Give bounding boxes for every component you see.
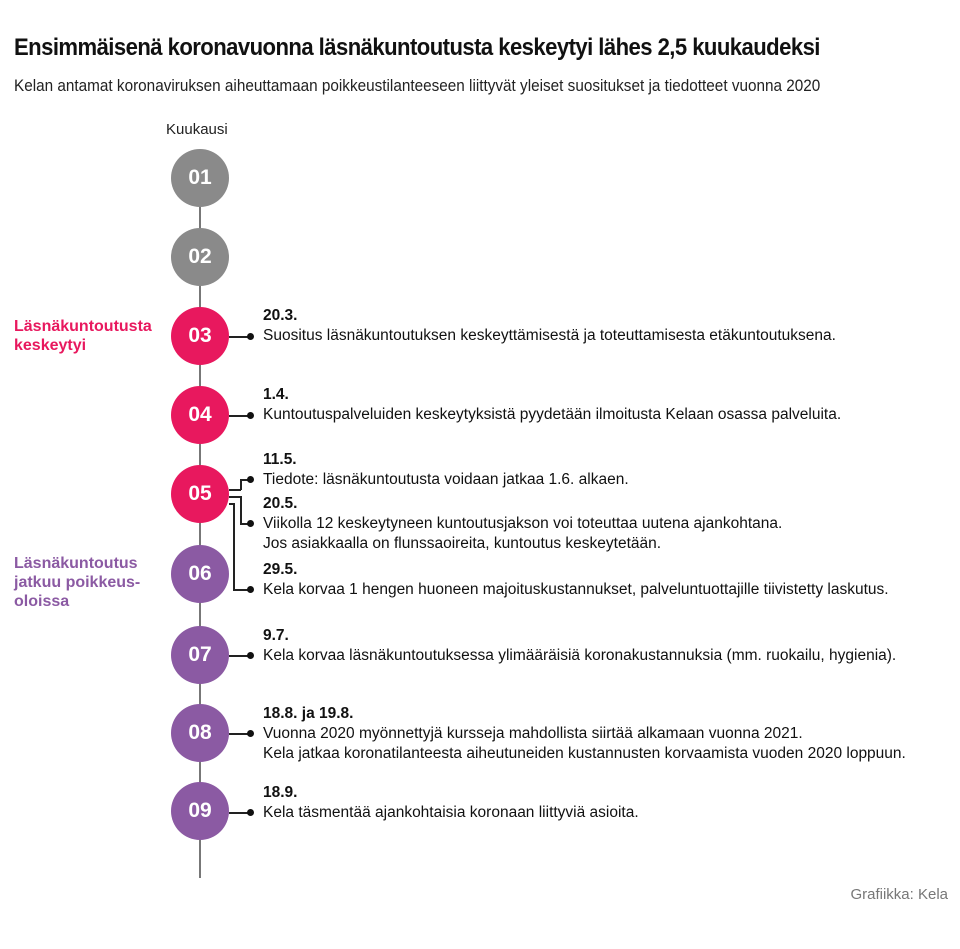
month-circle-05: 05 bbox=[171, 465, 229, 523]
event-text: Kela korvaa läsnäkuntoutuksessa ylimäärä… bbox=[263, 647, 897, 664]
timeline-line bbox=[199, 178, 201, 878]
connector-line bbox=[229, 733, 251, 735]
month-circle-04: 04 bbox=[171, 386, 229, 444]
event-item: 18.8. ja 19.8. Vuonna 2020 myönnettyjä k… bbox=[263, 704, 906, 764]
event-item: 1.4. Kuntoutuspalveluiden keskeytyksistä… bbox=[263, 385, 841, 425]
connector-line bbox=[229, 503, 234, 505]
chart-subtitle: Kelan antamat koronaviruksen aiheuttamaa… bbox=[14, 76, 821, 95]
bullet-dot bbox=[247, 730, 254, 737]
connector-line bbox=[240, 479, 251, 481]
phase-label-line: keskeytyi bbox=[14, 337, 87, 354]
graphic-credit: Grafiikka: Kela bbox=[850, 886, 948, 903]
connector-line bbox=[229, 812, 251, 814]
connector-line bbox=[240, 479, 242, 490]
event-date: 9.7. bbox=[263, 627, 289, 644]
event-date: 18.9. bbox=[263, 784, 298, 801]
month-circle-07: 07 bbox=[171, 626, 229, 684]
bullet-dot bbox=[247, 586, 254, 593]
event-text: Kela täsmentää ajankohtaisia koronaan li… bbox=[263, 804, 639, 821]
event-item: 20.3. Suositus läsnäkuntoutuksen keskeyt… bbox=[263, 306, 836, 346]
phase-label-suspended: Läsnäkuntoutusta keskeytyi bbox=[14, 317, 152, 355]
event-date: 20.5. bbox=[263, 495, 298, 512]
event-text: Kela korvaa 1 hengen huoneen majoituskus… bbox=[263, 581, 889, 598]
connector-line bbox=[229, 496, 241, 498]
connector-line bbox=[240, 496, 242, 523]
event-text: Vuonna 2020 myönnettyjä kursseja mahdoll… bbox=[263, 725, 803, 742]
event-date: 1.4. bbox=[263, 386, 289, 403]
phase-label-line: jatkuu poikkeus- bbox=[14, 574, 141, 591]
bullet-dot bbox=[247, 412, 254, 419]
event-text: Kuntoutuspalveluiden keskeytyksistä pyyd… bbox=[263, 406, 842, 423]
event-text: Kela jatkaa koronatilanteesta aiheutunei… bbox=[263, 745, 906, 762]
month-circle-09: 09 bbox=[171, 782, 229, 840]
month-axis-label: Kuukausi bbox=[166, 121, 228, 138]
event-date: 20.3. bbox=[263, 307, 298, 324]
event-item: 20.5. Viikolla 12 keskeytyneen kuntoutus… bbox=[263, 494, 782, 554]
phase-label-line: oloissa bbox=[14, 593, 70, 610]
event-text: Suositus läsnäkuntoutuksen keskeyttämise… bbox=[263, 327, 836, 344]
event-text: Viikolla 12 keskeytyneen kuntoutusjakson… bbox=[263, 515, 783, 532]
event-item: 9.7. Kela korvaa läsnäkuntoutuksessa yli… bbox=[263, 626, 896, 666]
event-item: 18.9. Kela täsmentää ajankohtaisia koron… bbox=[263, 783, 639, 823]
event-item: 29.5. Kela korvaa 1 hengen huoneen majoi… bbox=[263, 560, 889, 600]
connector-line bbox=[229, 655, 251, 657]
phase-label-line: Läsnäkuntoutusta bbox=[14, 318, 152, 335]
bullet-dot bbox=[247, 476, 254, 483]
event-date: 11.5. bbox=[263, 451, 297, 468]
event-date: 18.8. ja 19.8. bbox=[263, 705, 354, 722]
phase-label-line: Läsnäkuntoutus bbox=[14, 555, 138, 572]
bullet-dot bbox=[247, 809, 254, 816]
month-circle-08: 08 bbox=[171, 704, 229, 762]
connector-line bbox=[229, 336, 251, 338]
phase-label-continued: Läsnäkuntoutus jatkuu poikkeus- oloissa bbox=[14, 554, 140, 611]
month-circle-02: 02 bbox=[171, 228, 229, 286]
event-item: 11.5. Tiedote: läsnäkuntoutusta voidaan … bbox=[263, 450, 629, 490]
chart-title: Ensimmäisenä koronavuonna läsnäkuntoutus… bbox=[14, 34, 820, 61]
bullet-dot bbox=[247, 652, 254, 659]
month-circle-01: 01 bbox=[171, 149, 229, 207]
connector-line bbox=[233, 503, 235, 590]
connector-line bbox=[240, 523, 251, 525]
month-circle-06: 06 bbox=[171, 545, 229, 603]
connector-line bbox=[233, 589, 251, 591]
event-date: 29.5. bbox=[263, 561, 298, 578]
bullet-dot bbox=[247, 333, 254, 340]
connector-line bbox=[229, 415, 251, 417]
event-text: Jos asiakkaalla on flunssaoireita, kunto… bbox=[263, 535, 662, 552]
bullet-dot bbox=[247, 520, 254, 527]
connector-line bbox=[229, 489, 241, 491]
event-text: Tiedote: läsnäkuntoutusta voidaan jatkaa… bbox=[263, 471, 629, 488]
month-circle-03: 03 bbox=[171, 307, 229, 365]
